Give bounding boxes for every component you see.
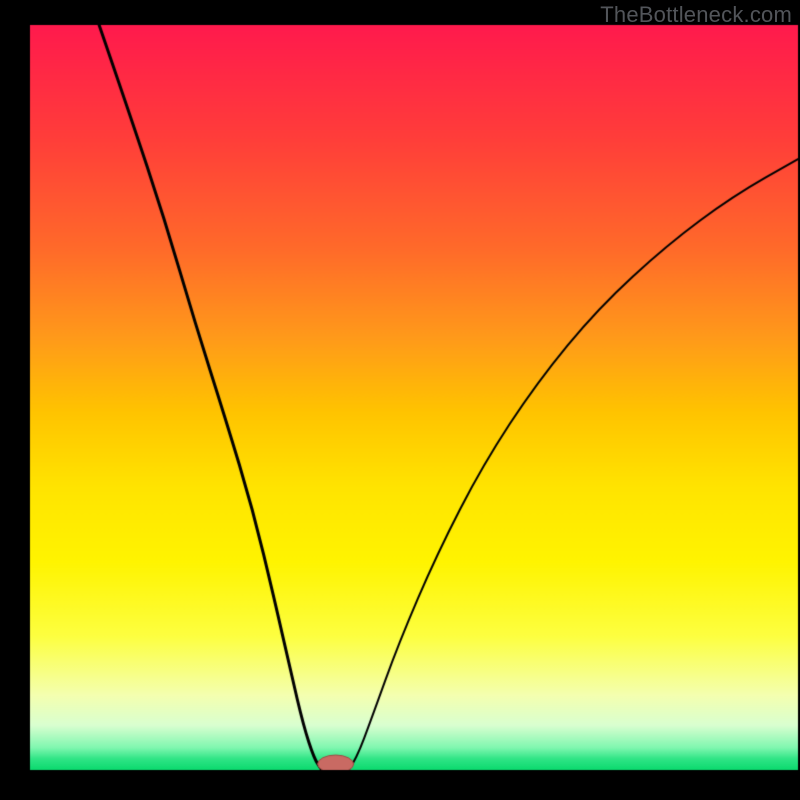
chart-container: TheBottleneck.com <box>0 0 800 800</box>
bottleneck-chart-canvas <box>0 0 800 800</box>
watermark-text: TheBottleneck.com <box>600 2 792 28</box>
